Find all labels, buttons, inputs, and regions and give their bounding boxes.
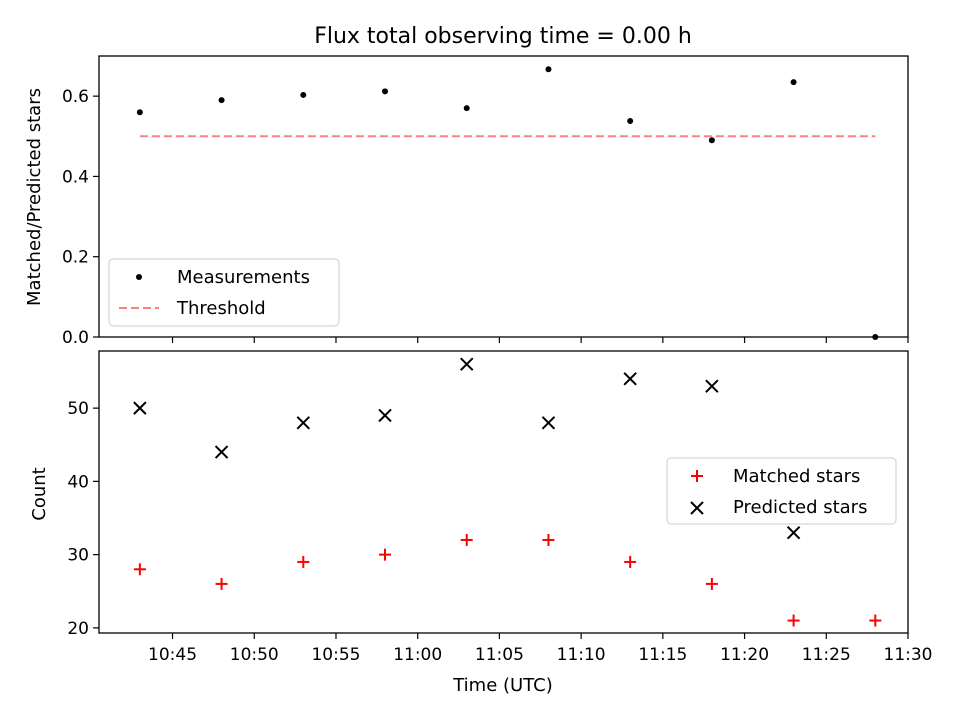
measurement-point (218, 97, 225, 104)
top-ytick-label: 0.0 (62, 328, 89, 348)
top-ytick-label: 0.4 (62, 167, 89, 187)
predicted-star-point (460, 357, 474, 371)
bottom-xtick-label: 11:15 (638, 645, 687, 665)
measurement-point (382, 88, 389, 95)
predicted-star-point (133, 401, 147, 415)
bottom-xtick-label: 11:30 (884, 645, 933, 665)
bottom-ytick-label: 40 (67, 472, 89, 492)
predicted-star-point (214, 445, 229, 459)
x-axis-label: Time (UTC) (452, 675, 553, 696)
matched-star-point (379, 548, 392, 561)
bottom-marks (133, 357, 882, 627)
top-y-axis-label: Matched/Predicted stars (24, 88, 45, 306)
measurement-point (463, 105, 470, 112)
bottom-y-axis-label: Count (29, 467, 50, 520)
matched-star-point (869, 614, 882, 627)
legend-threshold-label: Threshold (176, 298, 266, 319)
bottom-ytick-label: 20 (67, 619, 89, 639)
top-ytick-label: 0.2 (62, 248, 89, 268)
matched-star-point (133, 563, 146, 576)
matched-star-point (297, 555, 310, 568)
bottom-xtick-label: 11:25 (802, 645, 851, 665)
chart-title: Flux total observing time = 0.00 h (314, 24, 692, 49)
top-ytick-label: 0.6 (62, 87, 89, 107)
top-legend: Measurements Threshold (108, 258, 340, 327)
matched-star-point (787, 614, 800, 627)
predicted-star-point (705, 379, 719, 393)
measurement-point (136, 109, 143, 116)
measurement-point (790, 79, 797, 86)
bottom-xtick-label: 11:00 (393, 645, 442, 665)
bottom-xtick-label: 10:45 (148, 645, 197, 665)
matched-star-point (460, 533, 473, 546)
predicted-star-point (296, 416, 311, 430)
predicted-star-point (378, 408, 392, 423)
legend-matched-marker (691, 470, 703, 482)
legend-measurements-label: Measurements (177, 267, 310, 288)
top-xticks (171, 337, 909, 343)
bottom-ytick-label: 50 (67, 399, 89, 419)
top-yticks: 0.0 0.2 0.4 0.6 (62, 87, 99, 348)
measurement-point (708, 137, 715, 144)
bottom-xtick-label: 11:10 (557, 645, 606, 665)
legend-predicted-marker (690, 501, 704, 515)
predicted-star-point (786, 525, 801, 540)
top-marks (136, 66, 879, 340)
bottom-xtick-label: 10:55 (311, 645, 360, 665)
measurement-point (300, 91, 307, 98)
predicted-star-point (541, 416, 556, 430)
predicted-star-point (623, 372, 637, 386)
bottom-xtick-label: 10:50 (230, 645, 279, 665)
matched-star-point (624, 555, 637, 568)
top-axes: 0.0 0.2 0.4 0.6 Matched/Predicted stars Mea… (24, 55, 909, 348)
bottom-yticks: 20 30 40 50 (67, 399, 99, 639)
top-axes-frame (98, 55, 909, 338)
top-legend-box (108, 258, 340, 327)
matched-star-point (542, 533, 555, 546)
bottom-ytick-label: 30 (67, 546, 89, 566)
bottom-legend: Matched stars Predicted stars (666, 457, 897, 525)
bottom-xtick-label: 11:05 (475, 645, 524, 665)
matched-star-point (705, 577, 718, 590)
measurement-point (627, 118, 634, 125)
bottom-axes-frame (98, 350, 909, 634)
bottom-legend-box (666, 457, 897, 525)
legend-predicted-label: Predicted stars (733, 497, 867, 518)
legend-measurements-marker (136, 274, 142, 280)
bottom-xticks: 10:45 10:50 10:55 11:00 11:05 11:10 11:15 11:20… (148, 633, 933, 665)
legend-matched-label: Matched stars (733, 466, 860, 487)
bottom-xtick-label: 11:20 (720, 645, 769, 665)
measurement-point (545, 66, 552, 73)
matched-star-point (215, 577, 228, 590)
